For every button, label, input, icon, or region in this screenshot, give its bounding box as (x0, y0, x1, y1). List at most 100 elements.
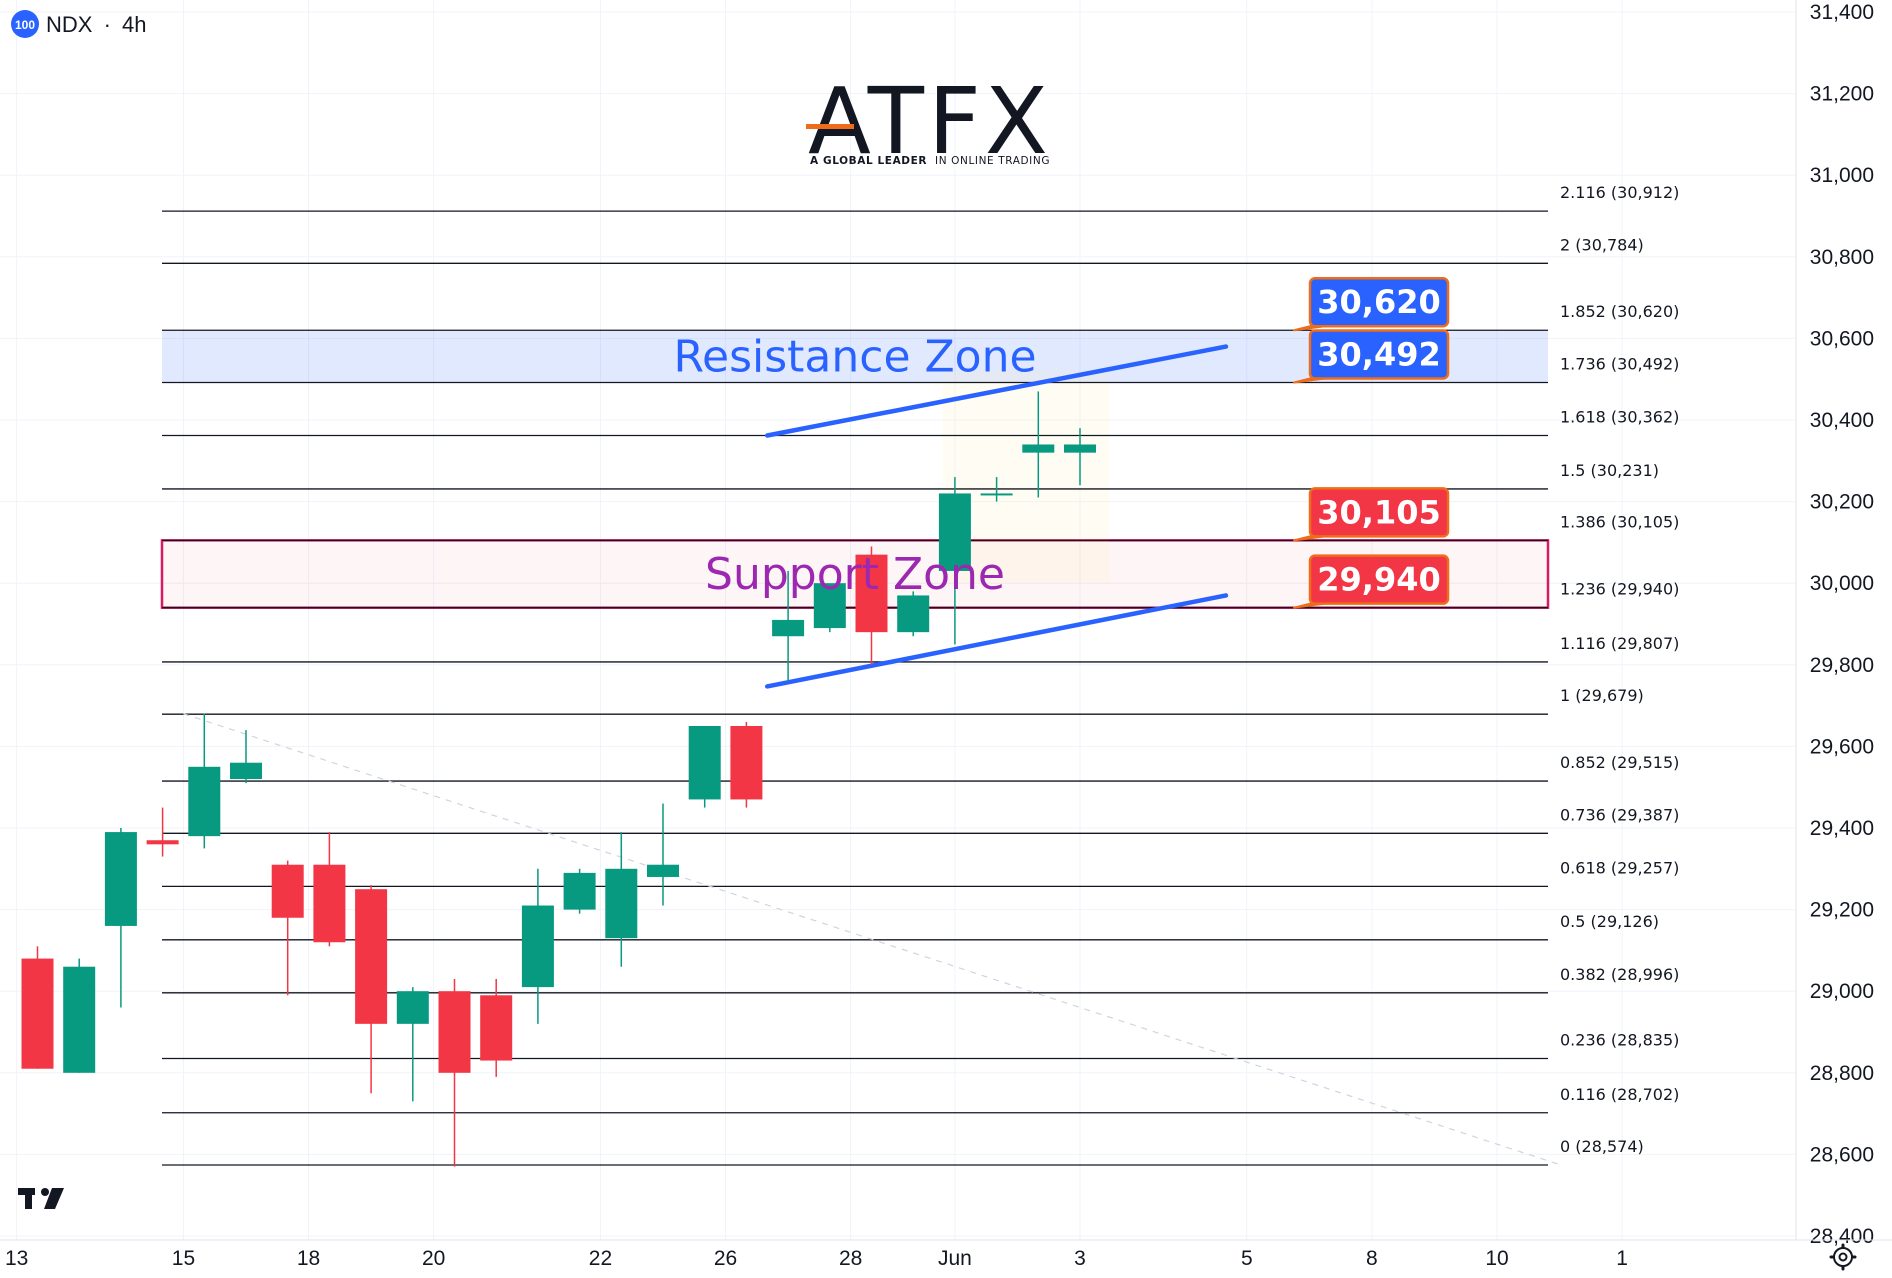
candle (355, 885, 388, 1094)
gear-icon[interactable] (1829, 1243, 1857, 1271)
candle (1064, 428, 1096, 486)
time-tick-label: 10 (1485, 1247, 1508, 1270)
symbol-header[interactable]: 100 NDX · 4h (11, 10, 147, 38)
trendline-channel-upper (765, 344, 1229, 438)
candle-body (271, 864, 304, 918)
candle-body (688, 726, 721, 800)
price-axis[interactable]: 28,400 28,600 28,800 29,000 29,200 29,400 29,6… (1810, 1, 1874, 1248)
candle (647, 803, 679, 906)
time-axis[interactable]: 13 15 18 20 22 26 28 Jun 3 5 8 10 1 (5, 1247, 1628, 1270)
price-tick-label: 30,200 (1810, 491, 1874, 514)
tradingview-logo-icon[interactable] (18, 1188, 64, 1209)
time-tick-label: 5 (1241, 1247, 1253, 1270)
fib-level-label: 1.852 (30,620) (1560, 302, 1679, 321)
candle (438, 978, 471, 1167)
candle-body (897, 595, 930, 633)
candle-body (605, 868, 638, 939)
candle-body (730, 726, 763, 800)
price-tick-label: 28,600 (1810, 1143, 1874, 1166)
price-label-box (1308, 329, 1450, 380)
price-tick-label: 30,000 (1810, 572, 1874, 595)
symbol-badge-icon (11, 10, 39, 38)
trendline-channel-lower (765, 593, 1229, 689)
price-label-blue: 30,620 (1293, 276, 1450, 332)
symbol-interval: 4h (122, 12, 146, 37)
candle (688, 726, 721, 808)
price-labels: 30,620 30,492 30,105 29,940 (1293, 276, 1450, 609)
candle-body (521, 905, 554, 988)
candle (563, 868, 596, 914)
candle-body (772, 619, 805, 637)
resistance-zone-label: Resistance Zone (673, 331, 1036, 382)
fib-level-label: 0.736 (29,387) (1560, 805, 1679, 824)
candle (230, 730, 262, 784)
candle (1022, 391, 1055, 498)
candle-body (813, 583, 846, 629)
price-label-box (1308, 487, 1450, 538)
time-tick-label: 20 (422, 1247, 445, 1270)
candle (313, 832, 346, 947)
candle-body (104, 832, 137, 926)
price-tick-label: 29,000 (1810, 980, 1874, 1003)
price-label-text: 29,940 (1317, 561, 1440, 599)
candle (21, 946, 54, 1069)
price-tick-label: 29,400 (1810, 817, 1874, 840)
candle (480, 978, 513, 1077)
fib-level-label: 2.116 (30,912) (1560, 183, 1679, 202)
candle-body (980, 493, 1013, 496)
candle (146, 807, 179, 857)
time-tick-label: 3 (1074, 1247, 1086, 1270)
candle (104, 828, 137, 1008)
candle-body (438, 991, 471, 1073)
price-tick-label: 30,400 (1810, 409, 1874, 432)
candle (772, 570, 805, 682)
time-tick-label: Jun (938, 1247, 972, 1270)
fib-level-label: 2 (30,784) (1560, 235, 1644, 254)
candle (730, 721, 763, 808)
candle (605, 832, 638, 967)
fib-level-label: 1.386 (30,105) (1560, 512, 1679, 531)
logo-tagline-bold: A GLOBAL LEADER (810, 155, 927, 167)
candle (855, 546, 888, 665)
price-label-box (1308, 276, 1450, 328)
fib-level-label: 1.736 (30,492) (1560, 354, 1679, 373)
fib-level-label: 1.618 (30,362) (1560, 408, 1679, 427)
fib-level-label: 1.5 (30,231) (1560, 461, 1659, 480)
candle (521, 868, 554, 1024)
fib-level-label: 0.5 (29,126) (1560, 912, 1659, 931)
candle-body (563, 872, 596, 910)
candle-body (188, 766, 221, 837)
candle-body (313, 864, 346, 943)
atfx-logo: ATFX A GLOBAL LEADER IN ONLINE TRADING (806, 68, 1050, 175)
price-tick-label: 29,200 (1810, 899, 1874, 922)
candle-body (647, 864, 679, 877)
candle (897, 591, 930, 637)
fib-level-label: 0.618 (29,257) (1560, 858, 1679, 877)
price-tick-label: 31,400 (1810, 1, 1874, 24)
price-tick-label: 29,800 (1810, 654, 1874, 677)
price-tick-label: 28,400 (1810, 1225, 1874, 1248)
price-tick-label: 30,800 (1810, 246, 1874, 269)
time-tick-label: 18 (297, 1247, 320, 1270)
logo-tagline-rest: IN ONLINE TRADING (935, 155, 1050, 167)
price-tick-label: 28,800 (1810, 1062, 1874, 1085)
candle (938, 477, 971, 645)
svg-text:A GLOBAL LEADER IN ONLIN: A GLOBAL LEADER IN ONLINE TRADING (810, 155, 1050, 167)
time-tick-label: 26 (714, 1247, 737, 1270)
logo-accent-bar (806, 124, 854, 129)
price-label-box (1308, 554, 1450, 605)
candle-body (1022, 444, 1055, 453)
candle (188, 713, 221, 849)
time-tick-label: 15 (172, 1247, 195, 1270)
candle (396, 987, 429, 1102)
price-label-text: 30,105 (1317, 493, 1440, 531)
candle-body (938, 493, 971, 571)
fib-level-label: 1.116 (29,807) (1560, 634, 1679, 653)
price-tick-label: 30,600 (1810, 327, 1874, 350)
svg-text:NDX · 4h: NDX · 4h (46, 12, 147, 37)
candle-body (396, 991, 429, 1024)
candles (21, 391, 1096, 1167)
fib-level-label: 0.382 (28,996) (1560, 965, 1679, 984)
candle-body (355, 889, 388, 1024)
